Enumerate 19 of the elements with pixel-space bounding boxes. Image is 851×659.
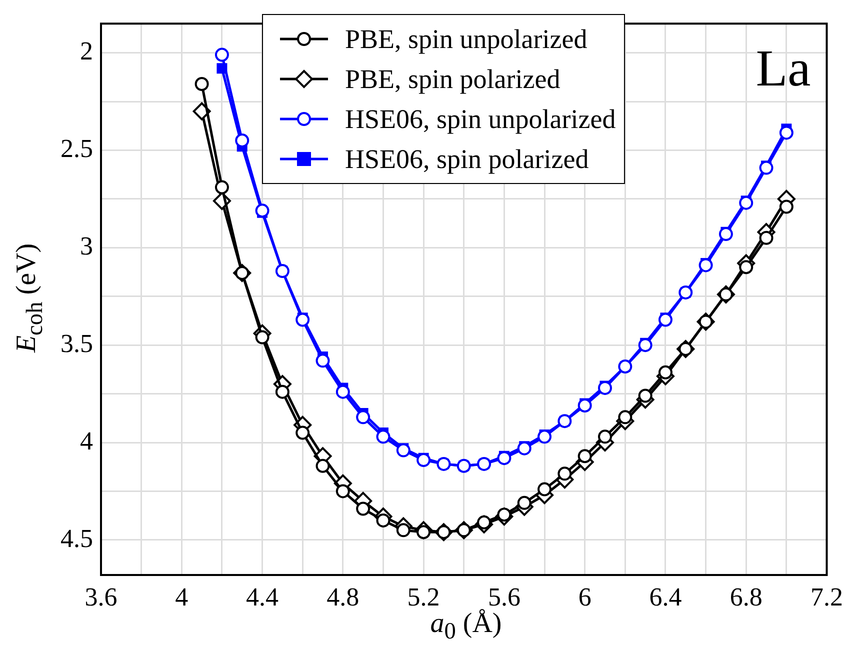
y-tick-label: 4.5 <box>60 524 93 553</box>
y-tick-label: 3.5 <box>60 328 93 358</box>
legend-label: PBE, spin unpolarized <box>345 23 588 56</box>
x-tick-label: 6.4 <box>649 582 682 612</box>
x-tick-label: 4.4 <box>246 582 279 612</box>
legend-label: HSE06, spin unpolarized <box>345 103 616 136</box>
x-tick-label: 6.8 <box>730 582 762 612</box>
legend-label: PBE, spin polarized <box>345 63 560 96</box>
x-tick-label: 4 <box>175 582 188 612</box>
legend-label: HSE06, spin polarized <box>345 143 589 176</box>
y-tick-label: 2 <box>80 36 93 66</box>
y-tick-label: 4 <box>80 426 93 456</box>
x-tick-label: 7.2 <box>810 582 843 612</box>
x-tick-label: 6 <box>578 582 592 612</box>
annotation: La <box>756 40 811 98</box>
x-tick-label: 3.6 <box>84 582 118 612</box>
y-tick-label: 2.5 <box>60 134 93 164</box>
x-tick-label: 4.8 <box>326 582 360 612</box>
y-tick-label: 3 <box>80 231 93 260</box>
